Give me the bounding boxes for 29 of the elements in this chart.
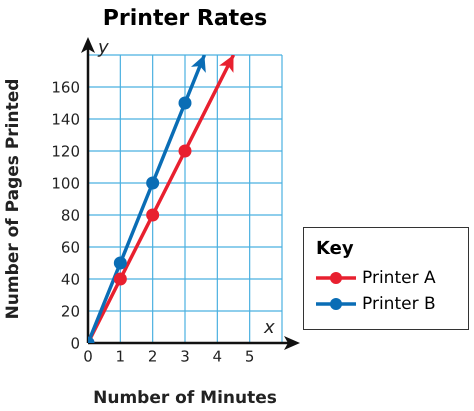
y-tick-label: 60 [60,238,80,256]
point [178,96,192,110]
x-tick-label: 2 [148,348,158,366]
y-tick-label: 100 [51,174,80,192]
point [114,256,127,270]
legend-title: Key [316,238,355,259]
x-tick-label: 0 [83,348,93,366]
point [178,144,192,158]
y-tick-label: 120 [51,142,80,160]
legend-label: Printer A [362,268,436,288]
chart-title: Printer Rates [102,6,268,31]
x-tick-label: 3 [180,348,190,366]
y-tick-label: 160 [51,78,80,96]
annotation: y [97,37,109,58]
y-tick-label: 80 [60,206,80,224]
y-tick-label: 0 [70,334,80,352]
y-axis-title: Number of Pages Printed [3,78,24,320]
legend-label: Printer B [362,294,436,314]
x-tick-label: 5 [244,348,254,366]
y-tick-label: 20 [60,302,80,320]
annotation: x [263,317,275,338]
y-tick-label: 140 [51,110,80,128]
x-axis-title: Number of Minutes [93,388,277,408]
point [114,272,127,286]
x-tick-label: 1 [116,348,126,366]
x-tick-label: 4 [212,348,222,366]
point [146,208,160,222]
point [146,176,160,190]
y-tick-label: 40 [60,270,80,288]
